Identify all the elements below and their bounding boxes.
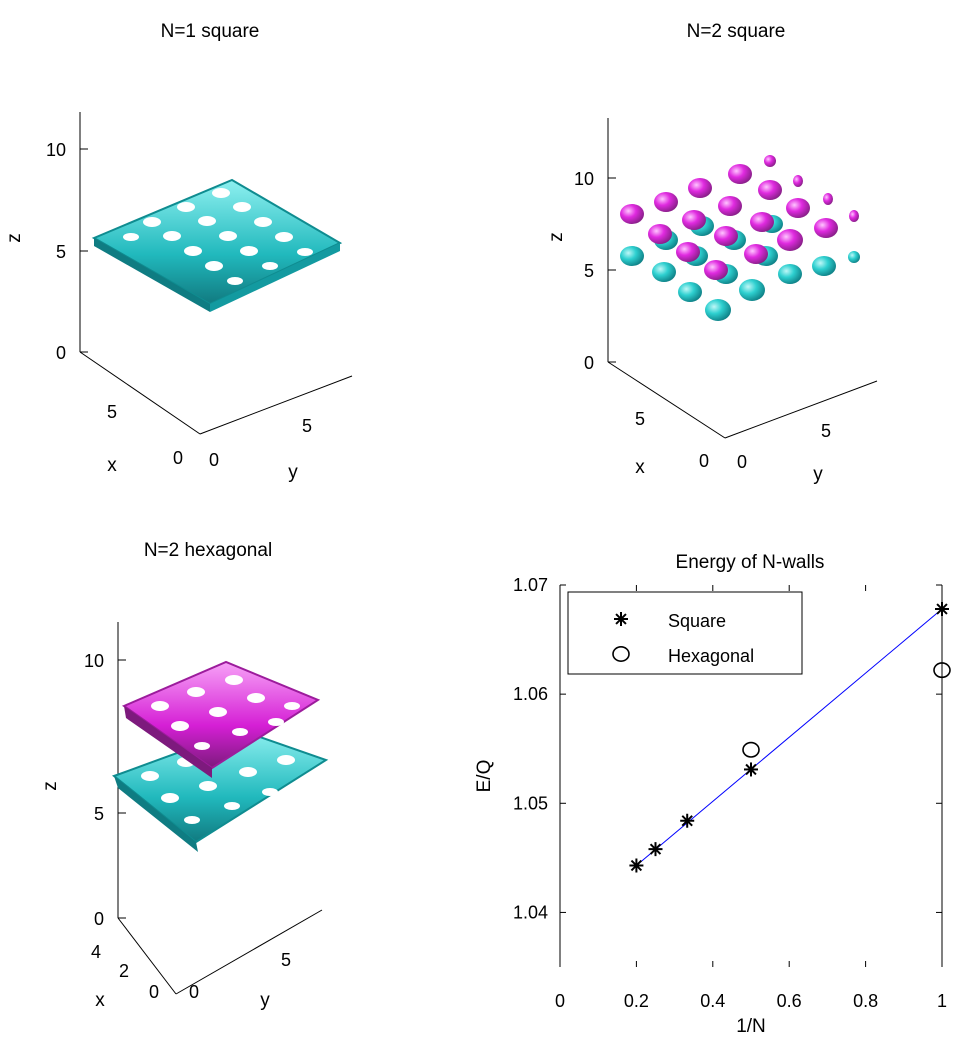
n2-upper-wall [620, 155, 859, 280]
y-tick-label: 5 [281, 950, 291, 970]
x-axis [79, 351, 201, 435]
chart-title: Energy of N-walls [676, 552, 825, 573]
square-point [680, 813, 695, 828]
y-tick-label: 0 [189, 982, 199, 1002]
panel-n2-hexagonal: N=2 hexagonal 10 5 0 z 4 2 0 x 0 5 y [40, 540, 329, 1011]
legend-marker-hexagonal [612, 645, 630, 662]
panel-n1-square: N=1 square 10 5 0 z 5 0 x 0 5 y [4, 21, 353, 483]
z-tick-label: 10 [84, 651, 104, 671]
x-tick-label: 2 [119, 961, 129, 981]
z-axis-label: z [40, 781, 61, 791]
y-axis-label: y [260, 990, 270, 1011]
z-tick-label: 10 [46, 140, 66, 160]
panel-n2-square: N=2 square 10 5 0 z 5 0 x 0 5 y [546, 21, 878, 485]
y-tick-label: 1.04 [513, 902, 548, 922]
z-tick-label: 0 [56, 343, 66, 363]
y-tick-label: 0 [209, 450, 219, 470]
x-tick-label: 0.2 [624, 991, 649, 1011]
z-tick-label: 5 [584, 261, 594, 281]
x-tick-label: 0 [173, 448, 183, 468]
chart-y-label: E/Q [474, 760, 495, 793]
x-tick-label: 5 [107, 402, 117, 422]
chart-legend: Square Hexagonal [567, 591, 803, 675]
y-tick-label: 0 [737, 452, 747, 472]
y-axis [199, 375, 353, 435]
x-axis [117, 917, 177, 995]
energy-chart: Energy of N-walls 1.04 1.05 1.06 1.07 0 0.2 0.… [474, 552, 951, 1037]
legend-box [567, 591, 803, 675]
chart-axes: 1.04 1.05 1.06 1.07 0 0.2 0.4 0.6 0.8 1 [513, 575, 947, 1011]
z-tick-label: 10 [574, 169, 594, 189]
legend-label-hexagonal: Hexagonal [668, 646, 754, 666]
y-tick-label: 1.07 [513, 575, 548, 595]
y-axis [724, 380, 878, 439]
x-tick-label: 0.6 [777, 991, 802, 1011]
x-tick-label: 0 [555, 991, 565, 1011]
chart-x-label: 1/N [736, 1016, 766, 1037]
x-tick-label: 5 [635, 409, 645, 429]
z-tick-label: 5 [94, 804, 104, 824]
y-tick-label: 1.05 [513, 793, 548, 813]
z-axis-label: z [4, 233, 25, 243]
x-tick-label: 4 [91, 942, 101, 962]
x-tick-label: 0 [699, 451, 709, 471]
x-tick-label: 1 [937, 991, 947, 1011]
square-point [648, 842, 663, 857]
x-tick-label: 0.8 [853, 991, 878, 1011]
x-axis-label: x [635, 457, 645, 478]
z-tick-label: 0 [584, 353, 594, 373]
hex-lower-wall [111, 728, 329, 852]
z-tick-label: 0 [94, 909, 104, 929]
y-axis [175, 909, 323, 995]
hexagonal-point [742, 741, 760, 758]
x-axis [607, 361, 726, 439]
hex-upper-wall [121, 660, 321, 778]
panel-2-title: N=2 square [687, 21, 786, 42]
z-tick-label: 5 [56, 242, 66, 262]
n1-lattice-surface [91, 178, 343, 312]
panel-3-title: N=2 hexagonal [144, 540, 272, 561]
y-axis-label: y [813, 464, 823, 485]
panel-1-title: N=1 square [161, 21, 260, 42]
y-tick-label: 1.06 [513, 684, 548, 704]
square-point [935, 602, 949, 617]
legend-marker-square [614, 612, 628, 626]
x-tick-label: 0 [149, 982, 159, 1002]
x-axis-label: x [107, 455, 117, 476]
square-point [629, 858, 644, 873]
y-axis-label: y [288, 462, 298, 483]
x-axis-label: x [95, 990, 105, 1011]
y-tick-label: 5 [302, 416, 312, 436]
z-axis-label: z [546, 232, 567, 242]
square-point [744, 762, 758, 777]
hexagonal-point [933, 662, 951, 679]
y-tick-label: 5 [821, 421, 831, 441]
legend-label-square: Square [668, 611, 726, 631]
x-tick-label: 0.4 [700, 991, 725, 1011]
chart-marks [629, 602, 951, 873]
